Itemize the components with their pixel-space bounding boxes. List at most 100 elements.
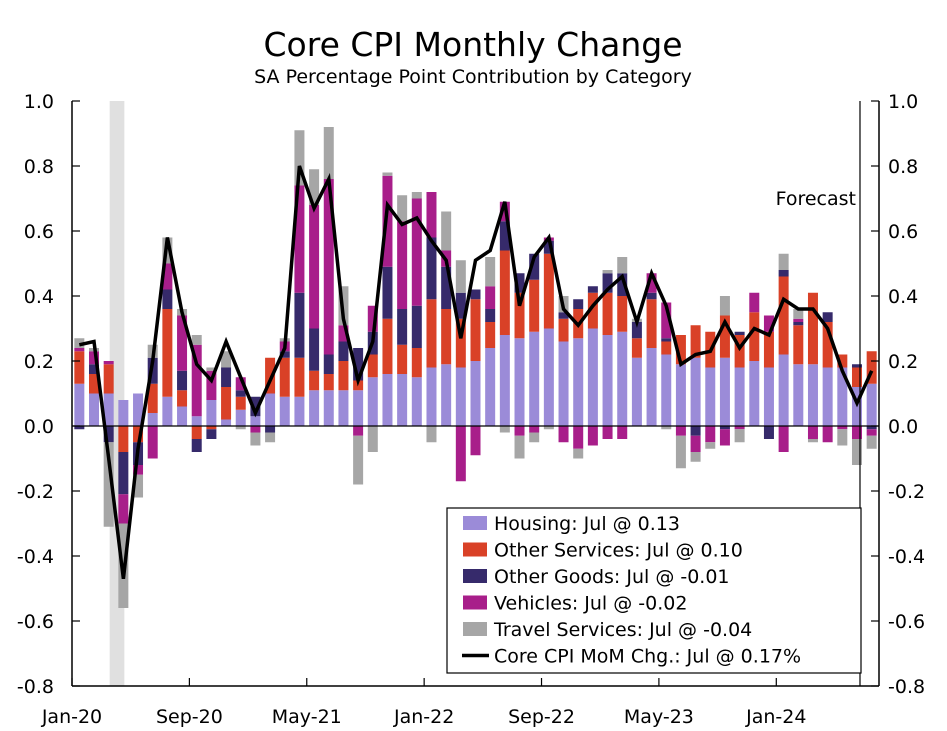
bar-other-goods-Jul-20	[162, 289, 173, 309]
x-tick-label: Jan-22	[393, 706, 454, 727]
bar-travel-services-May-24	[837, 429, 848, 446]
bar-travel-services-Jun-22	[499, 426, 510, 433]
left-tick-label: 0.6	[24, 221, 54, 243]
bar-other-goods-Nov-22	[573, 299, 584, 309]
legend: Housing: Jul @ 0.13 Other Services: Jul @…	[446, 507, 862, 674]
right-tick-label: 1.0	[888, 91, 918, 113]
bar-other-services-Nov-20	[221, 387, 232, 420]
bar-other-services-Oct-20	[206, 426, 217, 430]
bar-travel-services-May-22	[485, 257, 496, 287]
x-tick-label: Sep-20	[156, 706, 223, 727]
bar-housing-Apr-22	[470, 361, 481, 426]
bar-other-services-Feb-22	[441, 309, 452, 365]
bar-travel-services-Jan-22	[426, 426, 437, 443]
bar-housing-Sep-21	[367, 377, 378, 426]
bar-other-services-Sep-22	[543, 253, 554, 329]
right-tick-label: -0.8	[888, 676, 925, 698]
bar-other-goods-Apr-24	[822, 312, 833, 322]
bar-travel-services-May-20	[133, 474, 144, 498]
bar-other-services-Feb-24	[793, 325, 804, 365]
bar-other-services-Mar-20	[103, 364, 114, 394]
bar-travel-services-Aug-22	[529, 432, 540, 443]
bar-other-services-Jul-20	[162, 309, 173, 397]
bar-other-services-Apr-20	[118, 426, 129, 452]
bar-travel-services-Mar-20	[103, 442, 114, 527]
bar-housing-Aug-21	[353, 390, 364, 426]
bar-other-goods-Jun-22	[499, 221, 510, 251]
bar-vehicles-Apr-21	[294, 185, 305, 293]
legend-label: Core CPI MoM Chg.: Jul @ 0.17%	[494, 646, 801, 668]
bar-housing-Mar-22	[455, 367, 466, 426]
bar-housing-Sep-20	[191, 416, 202, 426]
bar-other-goods-Apr-21	[294, 292, 305, 358]
bar-other-goods-Jul-24	[866, 426, 877, 430]
bar-travel-services-Aug-23	[705, 442, 716, 449]
bar-vehicles-Jul-22	[514, 426, 525, 436]
bar-other-goods-May-22	[485, 309, 496, 322]
right-tick-label: 0.2	[888, 351, 918, 373]
bar-other-goods-Jan-20	[74, 426, 85, 430]
chart-subtitle: SA Percentage Point Contribution by Cate…	[254, 66, 692, 88]
bar-other-goods-Aug-22	[529, 253, 540, 280]
bar-other-goods-Sep-20	[191, 439, 202, 452]
left-tick-label: 0.4	[24, 286, 54, 308]
right-tick-label: 0.4	[888, 286, 918, 308]
bar-travel-services-Sep-21	[367, 426, 378, 452]
legend-swatch	[463, 595, 487, 610]
bar-other-services-Jan-24	[778, 276, 789, 355]
x-tick-label: May-23	[624, 706, 694, 727]
bar-other-services-Mar-24	[807, 292, 818, 365]
bar-other-goods-Jan-24	[778, 270, 789, 277]
bar-other-services-Sep-23	[719, 315, 730, 358]
bar-vehicles-May-23	[661, 302, 672, 339]
bar-other-goods-Sep-23	[719, 426, 730, 430]
bar-travel-services-Nov-21	[397, 195, 408, 222]
bar-vehicles-Nov-21	[397, 221, 408, 309]
bar-housing-Jul-21	[338, 390, 349, 426]
bar-travel-services-Jul-23	[690, 452, 701, 462]
bar-other-services-Jan-20	[74, 351, 85, 384]
bar-other-goods-Apr-20	[118, 452, 129, 495]
bar-other-goods-Oct-21	[382, 266, 393, 319]
bar-other-services-May-22	[485, 322, 496, 348]
bar-travel-services-Feb-21	[265, 432, 276, 443]
bar-other-services-Jun-22	[499, 250, 510, 335]
bar-other-goods-Jan-22	[426, 237, 437, 300]
legend-swatch	[463, 569, 487, 583]
bar-other-services-Dec-22	[587, 292, 598, 329]
bar-housing-Mar-20	[103, 393, 114, 426]
bar-housing-Feb-21	[265, 393, 276, 426]
bar-housing-Feb-24	[793, 364, 804, 426]
bar-vehicles-Jun-24	[851, 426, 862, 439]
bar-other-services-Apr-24	[822, 322, 833, 368]
bar-housing-Apr-24	[822, 367, 833, 426]
bar-other-goods-Mar-20	[103, 426, 114, 443]
bar-other-goods-Sep-22	[543, 240, 554, 254]
bar-housing-Sep-23	[719, 357, 730, 426]
bar-housing-Aug-20	[177, 406, 188, 426]
bar-other-services-Jun-20	[147, 383, 158, 413]
bar-housing-May-21	[309, 390, 320, 426]
bar-housing-Dec-22	[587, 328, 598, 426]
bars-layer	[74, 127, 877, 608]
bar-other-goods-Jul-22	[514, 273, 525, 293]
left-tick-label: 0.2	[24, 351, 54, 373]
bar-other-goods-Feb-24	[793, 322, 804, 326]
bar-vehicles-Jun-20	[147, 426, 158, 459]
bar-vehicles-Feb-20	[89, 351, 100, 365]
bar-travel-services-Jul-22	[514, 435, 525, 459]
bar-other-goods-Mar-23	[631, 322, 642, 339]
bar-vehicles-Dec-23	[763, 315, 774, 332]
bar-travel-services-Jan-21	[250, 432, 261, 446]
bar-other-services-Oct-21	[382, 318, 393, 374]
bar-housing-May-23	[661, 354, 672, 426]
bar-other-goods-Jul-21	[338, 341, 349, 361]
bar-vehicles-Jun-21	[323, 179, 334, 355]
bar-housing-Jul-24	[866, 383, 877, 426]
bar-other-services-Sep-21	[367, 354, 378, 378]
bar-housing-Jun-20	[147, 413, 158, 426]
left-tick-label: -0.6	[17, 611, 54, 633]
bar-housing-Jul-22	[514, 338, 525, 426]
bar-vehicles-Aug-20	[177, 315, 188, 371]
bar-housing-Oct-20	[206, 400, 217, 426]
